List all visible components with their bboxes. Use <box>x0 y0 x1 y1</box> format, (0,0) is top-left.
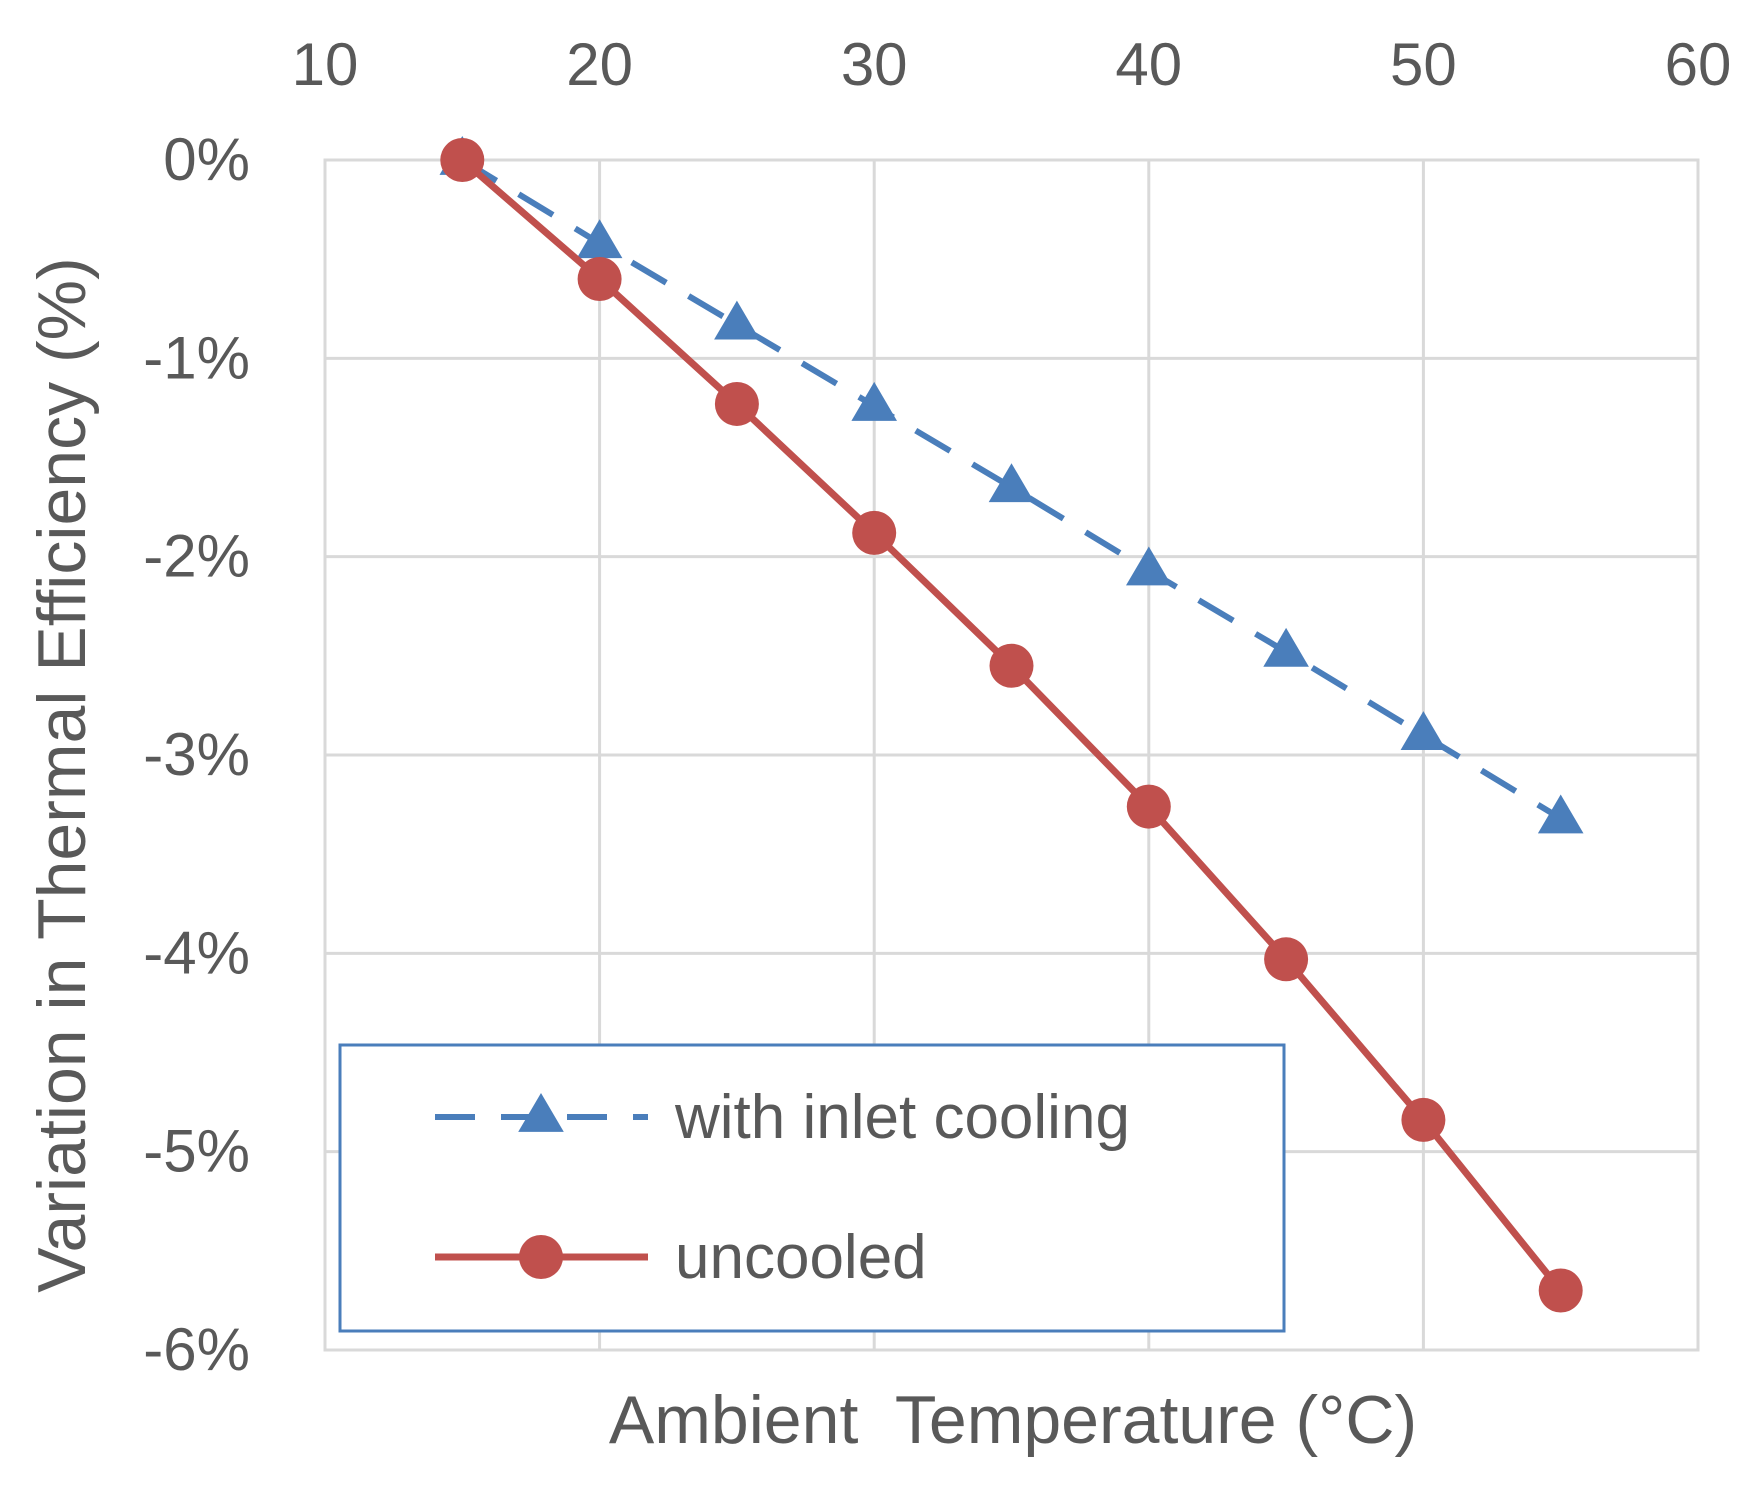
y-tick-label: -2% <box>143 523 250 590</box>
data-point-triangle <box>988 463 1035 503</box>
legend-label: with inlet cooling <box>674 1083 1130 1152</box>
data-point-triangle <box>1537 794 1584 834</box>
data-point-circle <box>1538 1268 1583 1313</box>
x-axis-ticks: 10 20 30 40 50 60 <box>292 31 1732 98</box>
series-uncooled <box>440 138 1583 1313</box>
series-layer <box>439 136 1584 1313</box>
data-point-triangle <box>576 219 623 259</box>
data-point-circle <box>440 138 485 182</box>
data-point-triangle <box>1400 711 1447 751</box>
y-axis-label: Variation in Thermal Efficiency (%) <box>24 257 100 1293</box>
x-axis-label: Ambient Temperature (°C) <box>609 1382 1417 1458</box>
x-tick-label: 20 <box>566 31 633 98</box>
legend-label: uncooled <box>675 1223 927 1292</box>
data-point-circle <box>1401 1097 1446 1142</box>
data-point-triangle <box>1126 546 1172 586</box>
x-tick-label: 50 <box>1390 31 1457 98</box>
legend-marker <box>519 1235 563 1279</box>
y-tick-label: -1% <box>143 324 250 391</box>
y-tick-label: -4% <box>143 919 250 986</box>
series-with-inlet-cooling <box>439 136 1584 834</box>
data-point-circle <box>714 381 759 426</box>
legend-item: with inlet cooling <box>435 1083 1130 1152</box>
data-point-triangle <box>1263 627 1309 667</box>
y-tick-label: -3% <box>143 721 250 788</box>
x-tick-label: 40 <box>1115 31 1182 98</box>
y-tick-label: 0% <box>163 126 250 193</box>
plot-area-frame <box>323 158 1700 1352</box>
data-point-circle <box>1126 784 1171 829</box>
data-point-triangle <box>851 381 897 421</box>
data-point-circle <box>577 257 622 301</box>
data-point-circle <box>852 510 897 555</box>
y-axis-ticks: 0% -1% -2% -3% -4% -5% -6% <box>143 126 250 1383</box>
legend-marker <box>518 1093 564 1132</box>
data-point-circle <box>1264 937 1309 982</box>
data-point-triangle <box>714 300 760 340</box>
y-tick-label: -5% <box>143 1118 250 1185</box>
legend: with inlet cooling uncooled <box>338 1043 1286 1333</box>
y-tick-label: -6% <box>143 1316 250 1383</box>
legend-item: uncooled <box>435 1223 927 1292</box>
x-tick-label: 30 <box>841 31 908 98</box>
legend-items: with inlet cooling uncooled <box>435 1083 1130 1292</box>
series-line <box>460 157 1563 822</box>
data-point-circle <box>989 643 1034 688</box>
legend-box <box>338 1043 1286 1333</box>
x-tick-label: 10 <box>292 31 359 98</box>
x-tick-label: 60 <box>1665 31 1732 98</box>
grid-lines <box>323 158 1700 1352</box>
